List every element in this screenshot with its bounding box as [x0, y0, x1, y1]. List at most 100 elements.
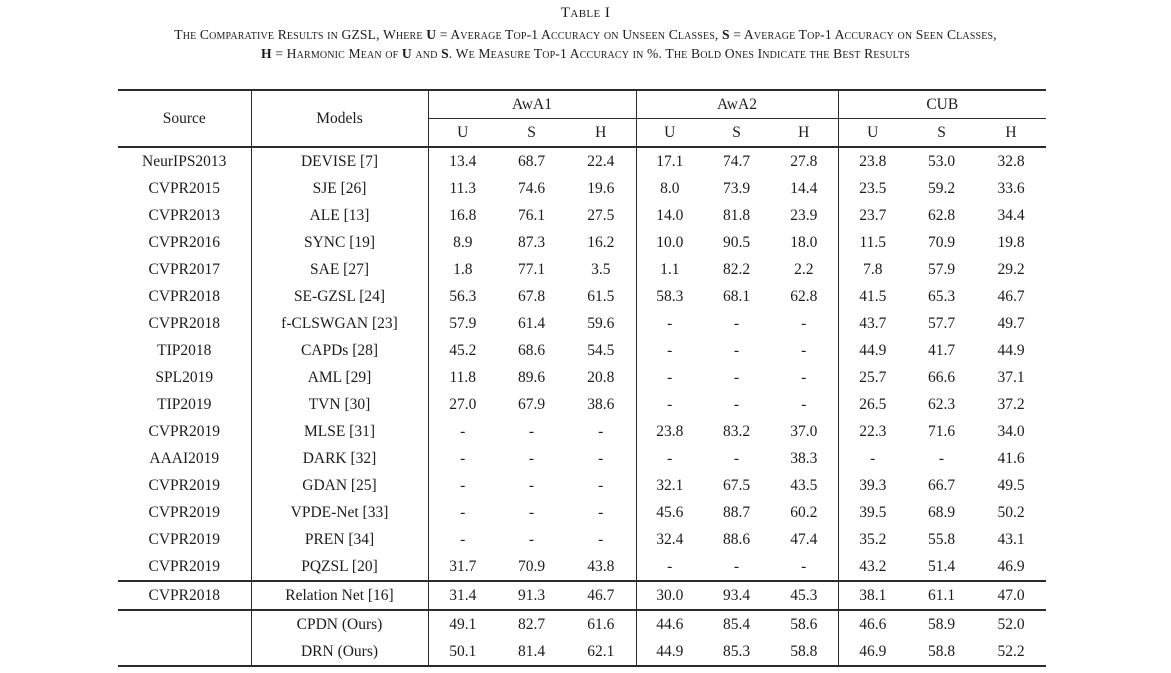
- cell-value: 74.6: [517, 179, 546, 197]
- cell-value: 43.2: [837, 553, 907, 581]
- cell-value: 68.6: [517, 341, 546, 359]
- cell-value: 38.6: [587, 395, 615, 413]
- cell-source: CVPR2019: [148, 530, 221, 548]
- cell-value: 82.2: [722, 260, 751, 278]
- cell-value: 38.3: [790, 449, 818, 467]
- table-row: CVPR2018 f-CLSWGAN [23] 57.9 61.4 59.6 - - - 43.…: [118, 310, 1046, 337]
- cell-value: 68.1: [722, 287, 751, 305]
- cell-model: ALE [13]: [250, 202, 428, 229]
- cell-value: 29.2: [997, 260, 1025, 278]
- cell-value: 45.3: [770, 580, 838, 610]
- cell-value: 66.6: [927, 368, 956, 386]
- cell-model: DARK [32]: [250, 445, 428, 472]
- cell-value: 44.9: [837, 337, 907, 364]
- cell-value: 76.1: [517, 206, 546, 224]
- cell-value: -: [528, 530, 535, 548]
- cell-value: 46.9: [837, 638, 907, 666]
- cell-value: -: [733, 341, 740, 359]
- cell-value: -: [427, 418, 497, 445]
- cell-value: 65.3: [927, 287, 956, 305]
- cell-value: 71.6: [927, 422, 956, 440]
- cell-value: -: [801, 368, 807, 386]
- cell-source: CVPR2019: [148, 422, 221, 440]
- cell-value: 59.2: [927, 179, 956, 197]
- col-header-models: Models: [250, 90, 428, 148]
- sub-header-s: S: [703, 118, 770, 148]
- cell-value: 45.6: [635, 499, 703, 526]
- cell-value: 30.0: [635, 580, 703, 610]
- cell-value: 16.2: [587, 233, 615, 251]
- cell-value: 90.5: [722, 233, 751, 251]
- table-row: CVPR2019 MLSE [31] - - -23.8 83.2 37.0 22.3 71.6…: [118, 418, 1046, 445]
- cell-model: SYNC [19]: [250, 229, 428, 256]
- table-row: CVPR2019 PQZSL [20] 31.7 70.9 43.8 - - - 43.2 51.…: [118, 553, 1046, 581]
- cell-value: 49.5: [997, 476, 1025, 494]
- cell-value: -: [635, 445, 703, 472]
- table-body: NeurIPS2013 DEVISE [7] 13.4 68.7 22.4 17.1 74.…: [118, 147, 1047, 666]
- cell-value: 49.7: [997, 314, 1025, 332]
- cell-value: -: [427, 499, 497, 526]
- cell-value: 61.1: [907, 580, 976, 610]
- sub-header-u: U: [837, 118, 907, 148]
- cell-value: 68.7: [517, 152, 546, 170]
- cell-source: CVPR2018: [118, 580, 251, 610]
- cell-value: 13.4: [427, 147, 497, 175]
- cell-value: 44.6: [635, 609, 703, 638]
- caption-segment: = Average Top-1 Accuracy on Seen Classes…: [729, 27, 997, 42]
- table-row: CVPR2019 VPDE-Net [33] - - -45.6 88.7 60.2 39.5…: [118, 499, 1046, 526]
- cell-source: CVPR2015: [148, 179, 221, 197]
- cell-value: 89.6: [517, 368, 546, 386]
- cell-value: 32.8: [997, 152, 1025, 170]
- cell-model: VPDE-Net [33]: [250, 499, 428, 526]
- group-header-cub: CUB: [837, 90, 1047, 119]
- cell-value: 2.2: [794, 260, 814, 278]
- cell-value: 85.3: [722, 642, 751, 660]
- sub-header-u: U: [427, 118, 497, 148]
- cell-source: NeurIPS2013: [142, 152, 227, 170]
- cell-value: 19.8: [997, 233, 1025, 251]
- cell-value: 93.4: [703, 580, 770, 610]
- cell-value: 14.0: [635, 202, 703, 229]
- table-row: TIP2018 CAPDs [28] 45.2 68.6 54.5 - - - 44.9 41.7…: [118, 337, 1046, 364]
- cell-value: -: [733, 395, 740, 413]
- cell-model: SJE [26]: [250, 175, 428, 202]
- cell-source: CVPR2019: [148, 503, 221, 521]
- cell-value: -: [427, 472, 497, 499]
- cell-value: 62.8: [790, 287, 818, 305]
- cell-value: -: [801, 341, 807, 359]
- group-header-awa1: AwA1: [427, 90, 636, 119]
- cell-value: 37.1: [997, 368, 1025, 386]
- cell-value: 52.0: [976, 609, 1047, 638]
- cell-value: 32.1: [635, 472, 703, 499]
- caption-segment: U: [426, 27, 437, 42]
- table-row: CPDN (Ours) 49.1 82.7 61.6 44.6 85.4 58.6 46.6 5…: [118, 609, 1047, 638]
- group-header-awa2: AwA2: [635, 90, 838, 119]
- cell-value: 34.0: [997, 422, 1025, 440]
- cell-value: 67.5: [722, 476, 751, 494]
- table-caption: The Comparative Results in GZSL, Where U…: [0, 25, 1171, 63]
- cell-value: 61.5: [587, 287, 615, 305]
- cell-value: -: [635, 364, 703, 391]
- cell-value: 46.7: [566, 580, 636, 610]
- results-table: Source Models AwA1 AwA2 CUB U S H U S H U S H NeurIPS…: [118, 89, 1047, 667]
- cell-value: 45.2: [427, 337, 497, 364]
- cell-value: 58.8: [790, 642, 818, 660]
- cell-value: 17.1: [635, 147, 703, 175]
- cell-value: -: [733, 314, 740, 332]
- cell-value: 52.2: [997, 642, 1025, 660]
- cell-source: SPL2019: [155, 368, 214, 386]
- cell-value: 31.7: [427, 553, 497, 581]
- cell-model: Relation Net [16]: [250, 580, 428, 610]
- cell-value: 47.0: [976, 580, 1047, 610]
- caption-segment: S: [722, 27, 730, 42]
- cell-value: 46.9: [997, 557, 1025, 575]
- cell-value: 19.6: [587, 179, 615, 197]
- cell-value: -: [598, 422, 604, 440]
- table-header: Source Models AwA1 AwA2 CUB U S H U S H U S H: [118, 90, 1047, 148]
- cell-value: 62.3: [927, 395, 956, 413]
- cell-value: 91.3: [497, 580, 566, 610]
- table-row: AAAI2019 DARK [32] - - - - -38.3- -41.6: [118, 445, 1046, 472]
- cell-value: -: [801, 314, 807, 332]
- cell-value: 23.7: [837, 202, 907, 229]
- cell-value: -: [733, 368, 740, 386]
